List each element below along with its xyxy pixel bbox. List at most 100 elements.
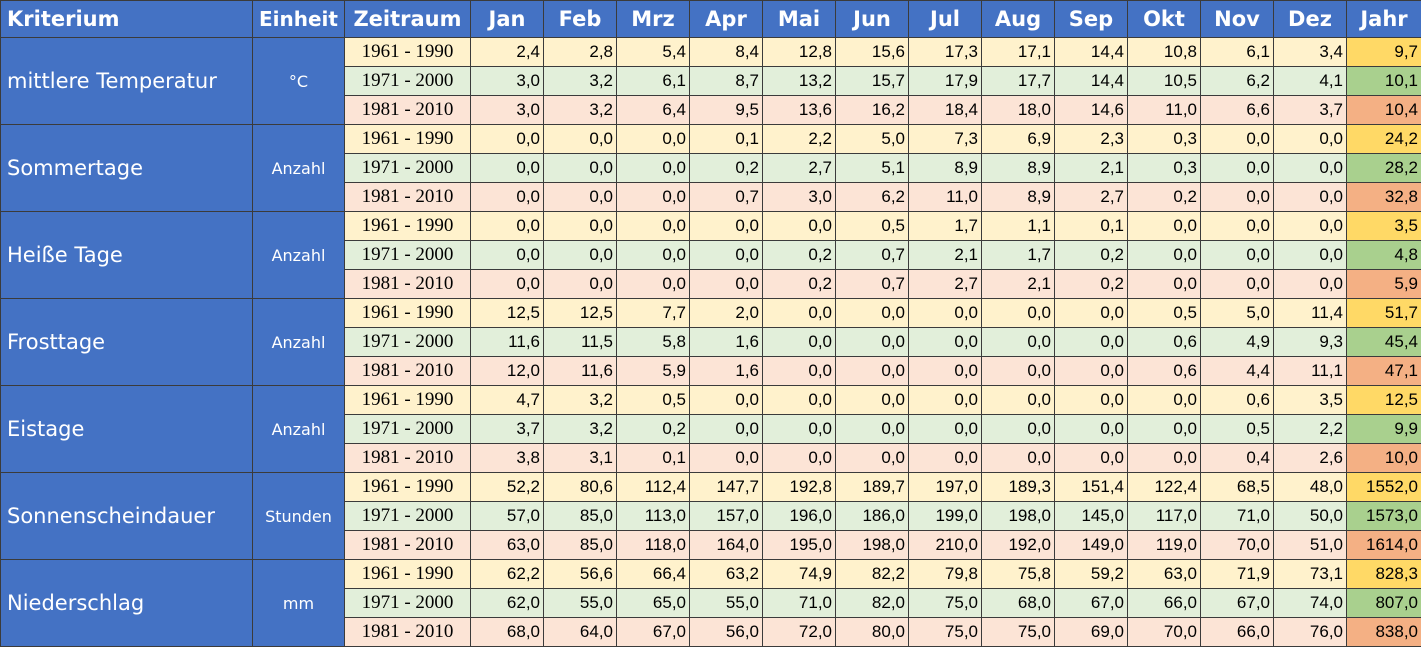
header-zeitraum: Zeitraum <box>345 1 471 38</box>
month-value-cell: 66,0 <box>1128 589 1201 618</box>
month-value-cell: 55,0 <box>690 589 763 618</box>
month-value-cell: 0,0 <box>1128 270 1201 299</box>
period-cell: 1961 - 1990 <box>345 38 471 67</box>
month-value-cell: 0,0 <box>471 125 544 154</box>
month-value-cell: 69,0 <box>1055 618 1128 647</box>
month-value-cell: 15,7 <box>836 67 909 96</box>
header-kriterium: Kriterium <box>1 1 253 38</box>
month-value-cell: 0,0 <box>763 415 836 444</box>
month-value-cell: 0,0 <box>690 241 763 270</box>
month-value-cell: 72,0 <box>763 618 836 647</box>
month-value-cell: 5,4 <box>617 38 690 67</box>
criterion-label: mittlere Temperatur <box>1 38 253 125</box>
month-value-cell: 63,2 <box>690 560 763 589</box>
month-value-cell: 3,0 <box>471 67 544 96</box>
month-value-cell: 0,0 <box>1274 154 1347 183</box>
month-value-cell: 70,0 <box>1128 618 1201 647</box>
year-total-cell: 28,2 <box>1347 154 1421 183</box>
month-value-cell: 0,0 <box>836 386 909 415</box>
year-total-cell: 1552,0 <box>1347 473 1421 502</box>
unit-label: Anzahl <box>253 386 345 473</box>
month-value-cell: 112,4 <box>617 473 690 502</box>
month-value-cell: 198,0 <box>982 502 1055 531</box>
month-value-cell: 59,2 <box>1055 560 1128 589</box>
month-value-cell: 55,0 <box>544 589 617 618</box>
period-cell: 1971 - 2000 <box>345 241 471 270</box>
month-value-cell: 0,2 <box>1128 183 1201 212</box>
month-value-cell: 3,1 <box>544 444 617 473</box>
year-total-cell: 45,4 <box>1347 328 1421 357</box>
month-value-cell: 71,0 <box>763 589 836 618</box>
period-cell: 1971 - 2000 <box>345 154 471 183</box>
month-value-cell: 113,0 <box>617 502 690 531</box>
month-value-cell: 67,0 <box>1055 589 1128 618</box>
month-value-cell: 63,0 <box>471 531 544 560</box>
month-value-cell: 82,2 <box>836 560 909 589</box>
month-value-cell: 0,0 <box>909 444 982 473</box>
month-value-cell: 3,7 <box>471 415 544 444</box>
month-value-cell: 62,2 <box>471 560 544 589</box>
month-value-cell: 79,8 <box>909 560 982 589</box>
month-value-cell: 1,6 <box>690 328 763 357</box>
month-value-cell: 75,8 <box>982 560 1055 589</box>
month-value-cell: 0,0 <box>982 299 1055 328</box>
month-value-cell: 12,5 <box>471 299 544 328</box>
month-value-cell: 12,5 <box>544 299 617 328</box>
month-value-cell: 0,6 <box>1128 357 1201 386</box>
month-value-cell: 189,3 <box>982 473 1055 502</box>
month-value-cell: 0,0 <box>982 357 1055 386</box>
month-value-cell: 0,0 <box>763 444 836 473</box>
month-value-cell: 151,4 <box>1055 473 1128 502</box>
month-value-cell: 0,0 <box>909 386 982 415</box>
year-total-cell: 51,7 <box>1347 299 1421 328</box>
month-value-cell: 14,4 <box>1055 67 1128 96</box>
month-value-cell: 3,2 <box>544 386 617 415</box>
month-value-cell: 0,0 <box>836 415 909 444</box>
month-value-cell: 9,5 <box>690 96 763 125</box>
period-cell: 1961 - 1990 <box>345 125 471 154</box>
month-value-cell: 15,6 <box>836 38 909 67</box>
month-value-cell: 14,6 <box>1055 96 1128 125</box>
month-value-cell: 0,0 <box>763 386 836 415</box>
month-value-cell: 0,0 <box>544 212 617 241</box>
month-value-cell: 0,0 <box>690 444 763 473</box>
month-value-cell: 0,2 <box>690 154 763 183</box>
month-value-cell: 0,0 <box>909 328 982 357</box>
month-value-cell: 12,0 <box>471 357 544 386</box>
period-cell: 1971 - 2000 <box>345 502 471 531</box>
month-value-cell: 192,8 <box>763 473 836 502</box>
month-value-cell: 2,2 <box>1274 415 1347 444</box>
month-value-cell: 0,0 <box>544 241 617 270</box>
month-value-cell: 7,7 <box>617 299 690 328</box>
header-month-sep: Sep <box>1055 1 1128 38</box>
month-value-cell: 8,9 <box>909 154 982 183</box>
month-value-cell: 145,0 <box>1055 502 1128 531</box>
month-value-cell: 0,0 <box>471 183 544 212</box>
unit-label: Anzahl <box>253 299 345 386</box>
year-total-cell: 32,8 <box>1347 183 1421 212</box>
year-total-cell: 47,1 <box>1347 357 1421 386</box>
month-value-cell: 85,0 <box>544 531 617 560</box>
month-value-cell: 7,3 <box>909 125 982 154</box>
month-value-cell: 11,0 <box>909 183 982 212</box>
header-month-nov: Nov <box>1201 1 1274 38</box>
month-value-cell: 5,9 <box>617 357 690 386</box>
month-value-cell: 0,1 <box>1055 212 1128 241</box>
month-value-cell: 4,9 <box>1201 328 1274 357</box>
month-value-cell: 2,1 <box>982 270 1055 299</box>
month-value-cell: 8,9 <box>982 183 1055 212</box>
month-value-cell: 9,3 <box>1274 328 1347 357</box>
month-value-cell: 1,6 <box>690 357 763 386</box>
month-value-cell: 0,5 <box>1128 299 1201 328</box>
month-value-cell: 12,8 <box>763 38 836 67</box>
unit-label: mm <box>253 560 345 647</box>
month-value-cell: 0,0 <box>836 357 909 386</box>
month-value-cell: 0,0 <box>617 212 690 241</box>
month-value-cell: 8,9 <box>982 154 1055 183</box>
criterion-label: Heiße Tage <box>1 212 253 299</box>
month-value-cell: 0,0 <box>617 125 690 154</box>
month-value-cell: 1,7 <box>982 241 1055 270</box>
month-value-cell: 62,0 <box>471 589 544 618</box>
